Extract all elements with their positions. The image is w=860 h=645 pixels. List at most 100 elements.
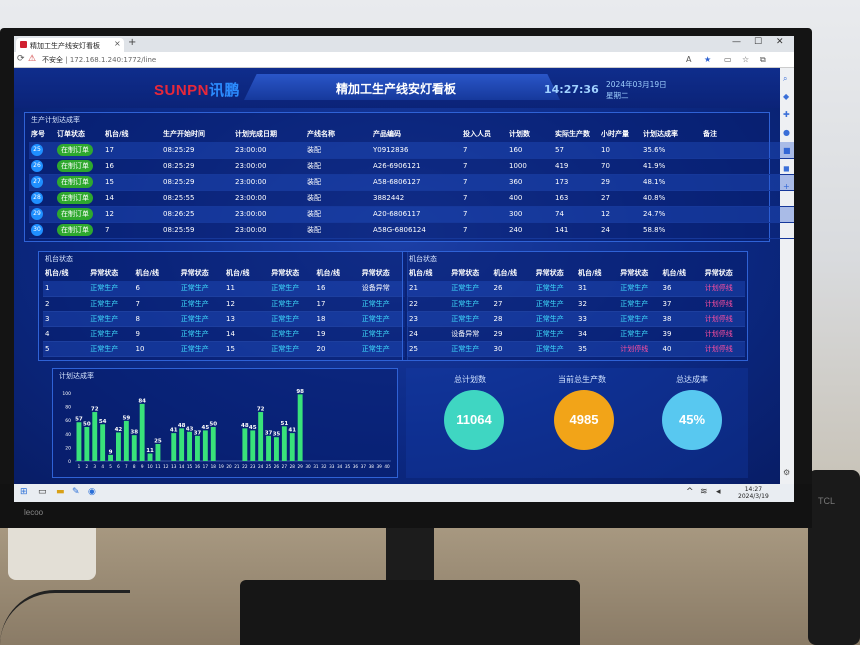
machine-status: 正常生产	[533, 341, 576, 357]
plan-cell-idx: 29	[29, 206, 55, 223]
machine-status: 正常生产	[178, 341, 224, 357]
x-tick-label: 3	[93, 464, 96, 469]
taskbar-clock[interactable]: 14:27 2024/3/19	[738, 486, 769, 500]
browser-tab[interactable]: 精加工生产线安灯看板 ×	[16, 38, 124, 52]
machine-status: 正常生产	[533, 326, 576, 342]
collections-icon[interactable]: ⧉	[760, 55, 766, 64]
machine-id: 11	[224, 281, 270, 297]
machine-id: 4	[43, 326, 89, 342]
plan-col-header: 序号	[31, 130, 45, 138]
split-screen-icon[interactable]: ▭	[724, 55, 732, 64]
machine-id: 20	[314, 341, 360, 357]
plan-cell-start: 08:25:55	[161, 190, 233, 207]
x-tick-label: 7	[125, 464, 128, 469]
tray-chevron-icon[interactable]: ^	[686, 487, 694, 497]
url-text[interactable]: 不安全 | 172.168.1.240:1772/line	[42, 56, 157, 64]
machine-status-panel-right: 机台状态 机台/线 异常状态 机台/线 异常状态 机台/线 异常状态 机台/线 异常状态 21…	[402, 251, 748, 361]
machine-status: 正常生产	[269, 341, 315, 357]
x-tick-label: 39	[376, 464, 382, 469]
chart-bar	[266, 435, 271, 461]
plan-cell-code: A58-6806127	[371, 174, 461, 191]
minimize-button[interactable]: —	[732, 37, 741, 47]
machine-col-header: 异常状态	[620, 269, 649, 277]
dashboard: SUNPN讯鹏 精加工生产线安灯看板 14:27:36 2024年03月19日 …	[14, 68, 794, 484]
machine-id: 30	[491, 341, 534, 357]
file-explorer-icon[interactable]: ▬	[56, 487, 65, 497]
machine-status: 正常生产	[269, 296, 315, 312]
plan-cell-plan: 300	[507, 206, 553, 223]
plan-cell-plan: 360	[507, 174, 553, 191]
bottle	[8, 520, 96, 580]
plan-cell-end: 23:00:00	[233, 174, 305, 191]
plan-cell-rate: 41.9%	[641, 158, 701, 175]
x-tick-label: 40	[384, 464, 390, 469]
favorite-star-icon[interactable]: ★	[704, 55, 712, 64]
taskview-icon[interactable]: ▭	[38, 487, 47, 497]
read-aloud-icon[interactable]: A	[686, 55, 692, 64]
bar-value-label: 35	[273, 432, 281, 438]
tab-close-icon[interactable]: ×	[114, 39, 121, 48]
plan-cell-line: 装配	[305, 190, 371, 207]
plan-cell-start: 08:26:25	[161, 206, 233, 223]
machine-id: 38	[660, 311, 703, 327]
tools-icon[interactable]: ✚	[783, 110, 790, 119]
machine-right-title: 机台状态	[409, 255, 437, 263]
plan-cell-start: 08:25:29	[161, 142, 233, 159]
weekday: 星期二	[606, 91, 629, 100]
machine-status: 正常生产	[533, 281, 576, 297]
plan-cell-end: 23:00:00	[233, 206, 305, 223]
chart-bar	[202, 430, 208, 461]
machine-id: 24	[407, 326, 450, 342]
search-icon[interactable]: ⌕	[783, 74, 788, 83]
chat-icon[interactable]: ✎	[72, 487, 80, 497]
volume-icon[interactable]: ◂	[716, 487, 721, 497]
bar-value-label: 43	[186, 426, 194, 432]
plan-cell-idx: 28	[29, 190, 55, 207]
plan-cell-line: 装配	[305, 222, 371, 239]
page-title: 精加工生产线安灯看板	[336, 82, 457, 96]
bar-value-label: 9	[109, 449, 113, 455]
machine-status: 正常生产	[269, 311, 315, 327]
chart-bar	[258, 412, 264, 461]
plan-cell-idx: 30	[29, 222, 55, 239]
edge-icon[interactable]: ◉	[88, 487, 96, 497]
machine-id: 6	[133, 281, 179, 297]
shopping-icon[interactable]: ◆	[783, 92, 790, 101]
bar-value-label: 45	[202, 425, 210, 431]
favorites-icon[interactable]: ☆	[742, 55, 750, 64]
radio-brand: TCL	[818, 496, 836, 506]
plan-cell-end: 23:00:00	[233, 158, 305, 175]
y-tick-label: 100	[62, 391, 71, 397]
plan-table-header: 序号 订单状态 机台/线 生产开始时间 计划完成日期 产线名称 产品编码 投入人员 计划数 实际生…	[29, 126, 794, 142]
machine-status: 正常生产	[88, 341, 134, 357]
x-tick-label: 16	[195, 464, 201, 469]
machine-id: 18	[314, 311, 360, 327]
maximize-button[interactable]: ☐	[754, 37, 763, 47]
close-window-button[interactable]: ✕	[776, 37, 784, 47]
address-bar[interactable]: ⟳ ⚠ 不安全 | 172.168.1.240:1772/line A ★ ▭ …	[14, 52, 794, 68]
plan-cell-staff: 7	[461, 190, 507, 207]
wifi-icon[interactable]: ≋	[700, 487, 708, 497]
bar-value-label: 51	[281, 421, 289, 427]
machine-id: 21	[407, 281, 450, 297]
x-tick-label: 26	[274, 464, 280, 469]
favicon-icon	[20, 41, 27, 48]
x-tick-label: 32	[321, 464, 327, 469]
machine-id: 23	[407, 311, 450, 327]
machine-col-header: 异常状态	[180, 269, 209, 277]
machine-row: 24 设备异常 29 正常生产 34 正常生产 39 计划停线	[407, 326, 745, 342]
machine-row: 25 正常生产 30 正常生产 35 计划停线 40 计划停线	[407, 341, 745, 357]
new-tab-button[interactable]: +	[128, 37, 137, 48]
total-plan-value: 11064	[456, 412, 492, 427]
games-icon[interactable]: ●	[783, 128, 790, 137]
brand-logo: SUNPN讯鹏	[154, 79, 240, 100]
summary-panel: 总计划数 11064 当前总生产数 4985 总达成率 45%	[406, 368, 748, 478]
x-tick-label: 38	[369, 464, 375, 469]
machine-status: 正常生产	[359, 326, 405, 342]
reload-icon[interactable]: ⟳	[17, 54, 25, 64]
start-icon[interactable]: ⊞	[20, 487, 28, 497]
x-tick-label: 10	[147, 464, 153, 469]
chart-bar	[250, 430, 256, 461]
settings-gear-icon[interactable]: ⚙	[783, 468, 791, 477]
machine-id: 16	[314, 281, 360, 297]
